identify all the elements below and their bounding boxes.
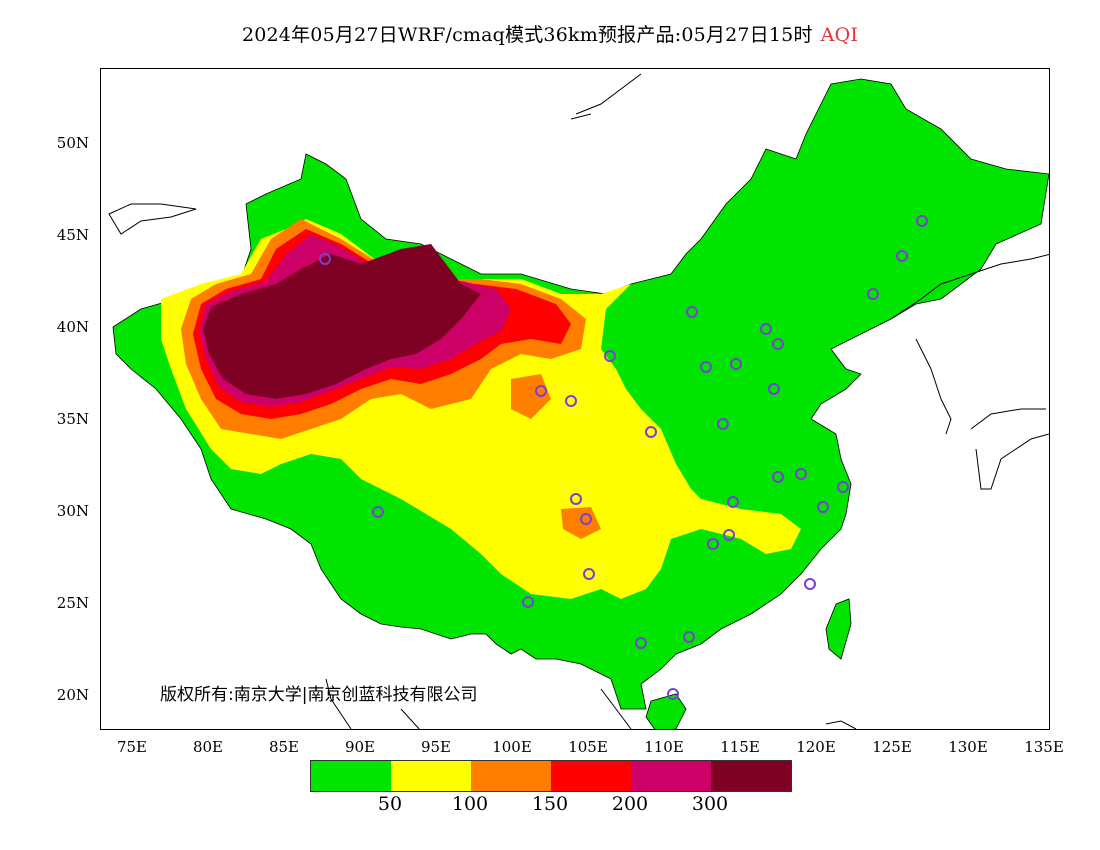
city-marker [372,506,384,518]
city-marker [707,538,719,550]
legend-label: 50 [377,793,403,815]
lon-tick: 130E [948,738,988,756]
hainan-island [645,693,687,729]
legend-label: 150 [531,793,569,815]
city-marker [795,468,807,480]
city-marker [896,250,908,262]
lat-tick: 25N [56,594,89,612]
city-marker [683,631,695,643]
city-markers [319,215,928,700]
city-marker [768,383,780,395]
lon-tick: 120E [796,738,836,756]
city-marker [580,513,592,525]
lat-tick: 20N [56,686,89,704]
city-marker [635,637,647,649]
aqi-maroon-region [203,244,481,399]
map-frame [100,68,1050,730]
city-marker [565,395,577,407]
title-main: 2024年05月27日WRF/cmaq模式36km预报产品:05月27日15时 [241,24,813,46]
taiwan-island [825,598,852,660]
title-variable: AQI [820,24,859,46]
city-marker [727,496,739,508]
city-marker [535,385,547,397]
lon-tick: 95E [420,738,452,756]
city-marker [604,350,616,362]
city-marker [772,338,784,350]
legend-label: 100 [451,793,489,815]
lon-tick: 90E [344,738,376,756]
lon-tick: 80E [192,738,224,756]
legend-swatch [551,761,631,791]
city-marker [837,481,849,493]
city-marker [804,578,816,590]
lon-tick: 125E [872,738,912,756]
city-marker [686,306,698,318]
aqi-orange-patch [561,507,601,539]
city-marker [583,568,595,580]
legend-swatch [471,761,551,791]
lon-tick: 105E [568,738,608,756]
city-marker [772,471,784,483]
lon-tick: 75E [116,738,148,756]
legend-label: 200 [611,793,649,815]
lon-tick: 85E [268,738,300,756]
legend-swatch [631,761,711,791]
lon-tick: 110E [644,738,684,756]
city-marker [319,253,331,265]
city-marker [717,418,729,430]
legend-swatch [311,761,391,791]
foreign-coastlines [108,73,1049,729]
lat-tick: 50N [56,134,89,152]
city-marker [700,361,712,373]
city-marker [817,501,829,513]
city-marker [730,358,742,370]
city-marker [667,688,679,700]
city-marker [723,529,735,541]
lon-tick: 135E [1024,738,1064,756]
lon-tick: 100E [492,738,532,756]
lat-tick: 35N [56,410,89,428]
legend-swatch [711,761,791,791]
map-title: 2024年05月27日WRF/cmaq模式36km预报产品:05月27日15时 A… [0,20,1100,47]
aqi-legend-bar [310,760,792,792]
legend-label: 300 [691,793,729,815]
lat-tick: 40N [56,318,89,336]
city-marker [645,426,657,438]
city-marker [522,596,534,608]
city-marker [867,288,879,300]
city-marker [570,493,582,505]
lon-tick: 115E [720,738,760,756]
city-marker [916,215,928,227]
aqi-map [108,73,1049,729]
legend-swatch [391,761,471,791]
lat-tick: 30N [56,502,89,520]
copyright-text: 版权所有:南京大学|南京创蓝科技有限公司 [160,685,478,705]
lat-tick: 45N [56,226,89,244]
city-marker [760,323,772,335]
